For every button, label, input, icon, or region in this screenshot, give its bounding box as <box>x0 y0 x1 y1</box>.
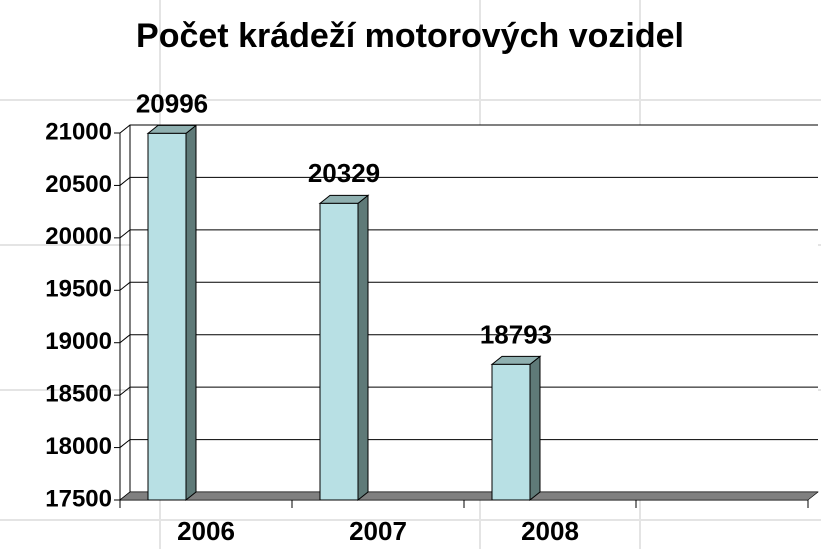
y-tick-label: 18000 <box>45 433 112 460</box>
x-tick-label: 2008 <box>521 516 579 546</box>
bar-side <box>185 124 197 502</box>
value-label: 20996 <box>136 88 208 118</box>
grid-line <box>119 281 818 291</box>
y-tick-label: 19000 <box>45 328 112 355</box>
x-tick-label: 2007 <box>349 516 407 546</box>
y-tick-label: 17500 <box>45 485 112 512</box>
bar-front <box>491 363 531 501</box>
x-tick-label: 2006 <box>177 516 235 546</box>
bar <box>318 194 370 502</box>
y-tick-label: 20500 <box>45 171 112 198</box>
bar <box>490 355 542 502</box>
grid-line <box>119 124 818 134</box>
floor <box>119 491 819 501</box>
grid-line <box>119 176 818 186</box>
bar-front <box>147 132 187 501</box>
grid-line <box>119 439 818 448</box>
grid-line <box>119 386 818 396</box>
y-tick-label: 20000 <box>45 223 112 250</box>
bar-front <box>319 202 359 501</box>
chart-title: Počet krádeží motorových vozidel <box>136 17 684 55</box>
plot-wall <box>130 125 818 492</box>
value-label: 18793 <box>480 319 552 349</box>
bar <box>146 124 198 502</box>
y-tick-label: 19500 <box>45 276 112 303</box>
y-tick-label: 21000 <box>45 118 112 145</box>
bar-side <box>529 355 541 502</box>
grid-line <box>119 334 818 344</box>
grid-line <box>119 229 818 239</box>
value-label: 20329 <box>308 158 380 188</box>
bar-side <box>357 194 369 502</box>
y-tick-label: 18500 <box>45 380 112 407</box>
